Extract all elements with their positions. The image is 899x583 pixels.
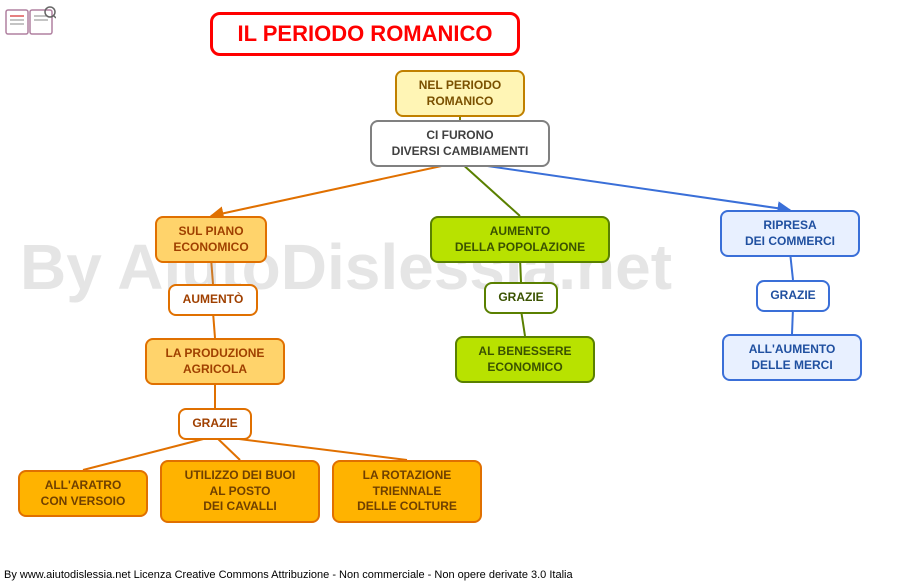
node-n3: SUL PIANOECONOMICO: [155, 216, 267, 263]
node-n9: ALL'ARATROCON VERSOIO: [18, 470, 148, 517]
node-n13: AL BENESSEREECONOMICO: [455, 336, 595, 383]
node-n2: CI FURONODIVERSI CAMBIAMENTI: [370, 120, 550, 167]
title-text: IL PERIODO ROMANICO: [237, 21, 492, 46]
diagram-title: IL PERIODO ROMANICO: [210, 12, 520, 56]
node-n15: ALL'AUMENTODELLE MERCI: [722, 334, 862, 381]
node-n6: AUMENTÒ: [168, 284, 258, 316]
node-n8: GRAZIE: [178, 408, 252, 440]
book-icon: [4, 4, 56, 40]
node-n14: GRAZIE: [756, 280, 830, 312]
node-n10: UTILIZZO DEI BUOIAL POSTODEI CAVALLI: [160, 460, 320, 523]
node-n7: LA PRODUZIONEAGRICOLA: [145, 338, 285, 385]
footer-text: By www.aiutodislessia.net Licenza Creati…: [4, 569, 573, 581]
node-n1: NEL PERIODOROMANICO: [395, 70, 525, 117]
node-n12: GRAZIE: [484, 282, 558, 314]
node-n5: RIPRESADEI COMMERCI: [720, 210, 860, 257]
node-n4: AUMENTODELLA POPOLAZIONE: [430, 216, 610, 263]
node-n11: LA ROTAZIONETRIENNALEDELLE COLTURE: [332, 460, 482, 523]
